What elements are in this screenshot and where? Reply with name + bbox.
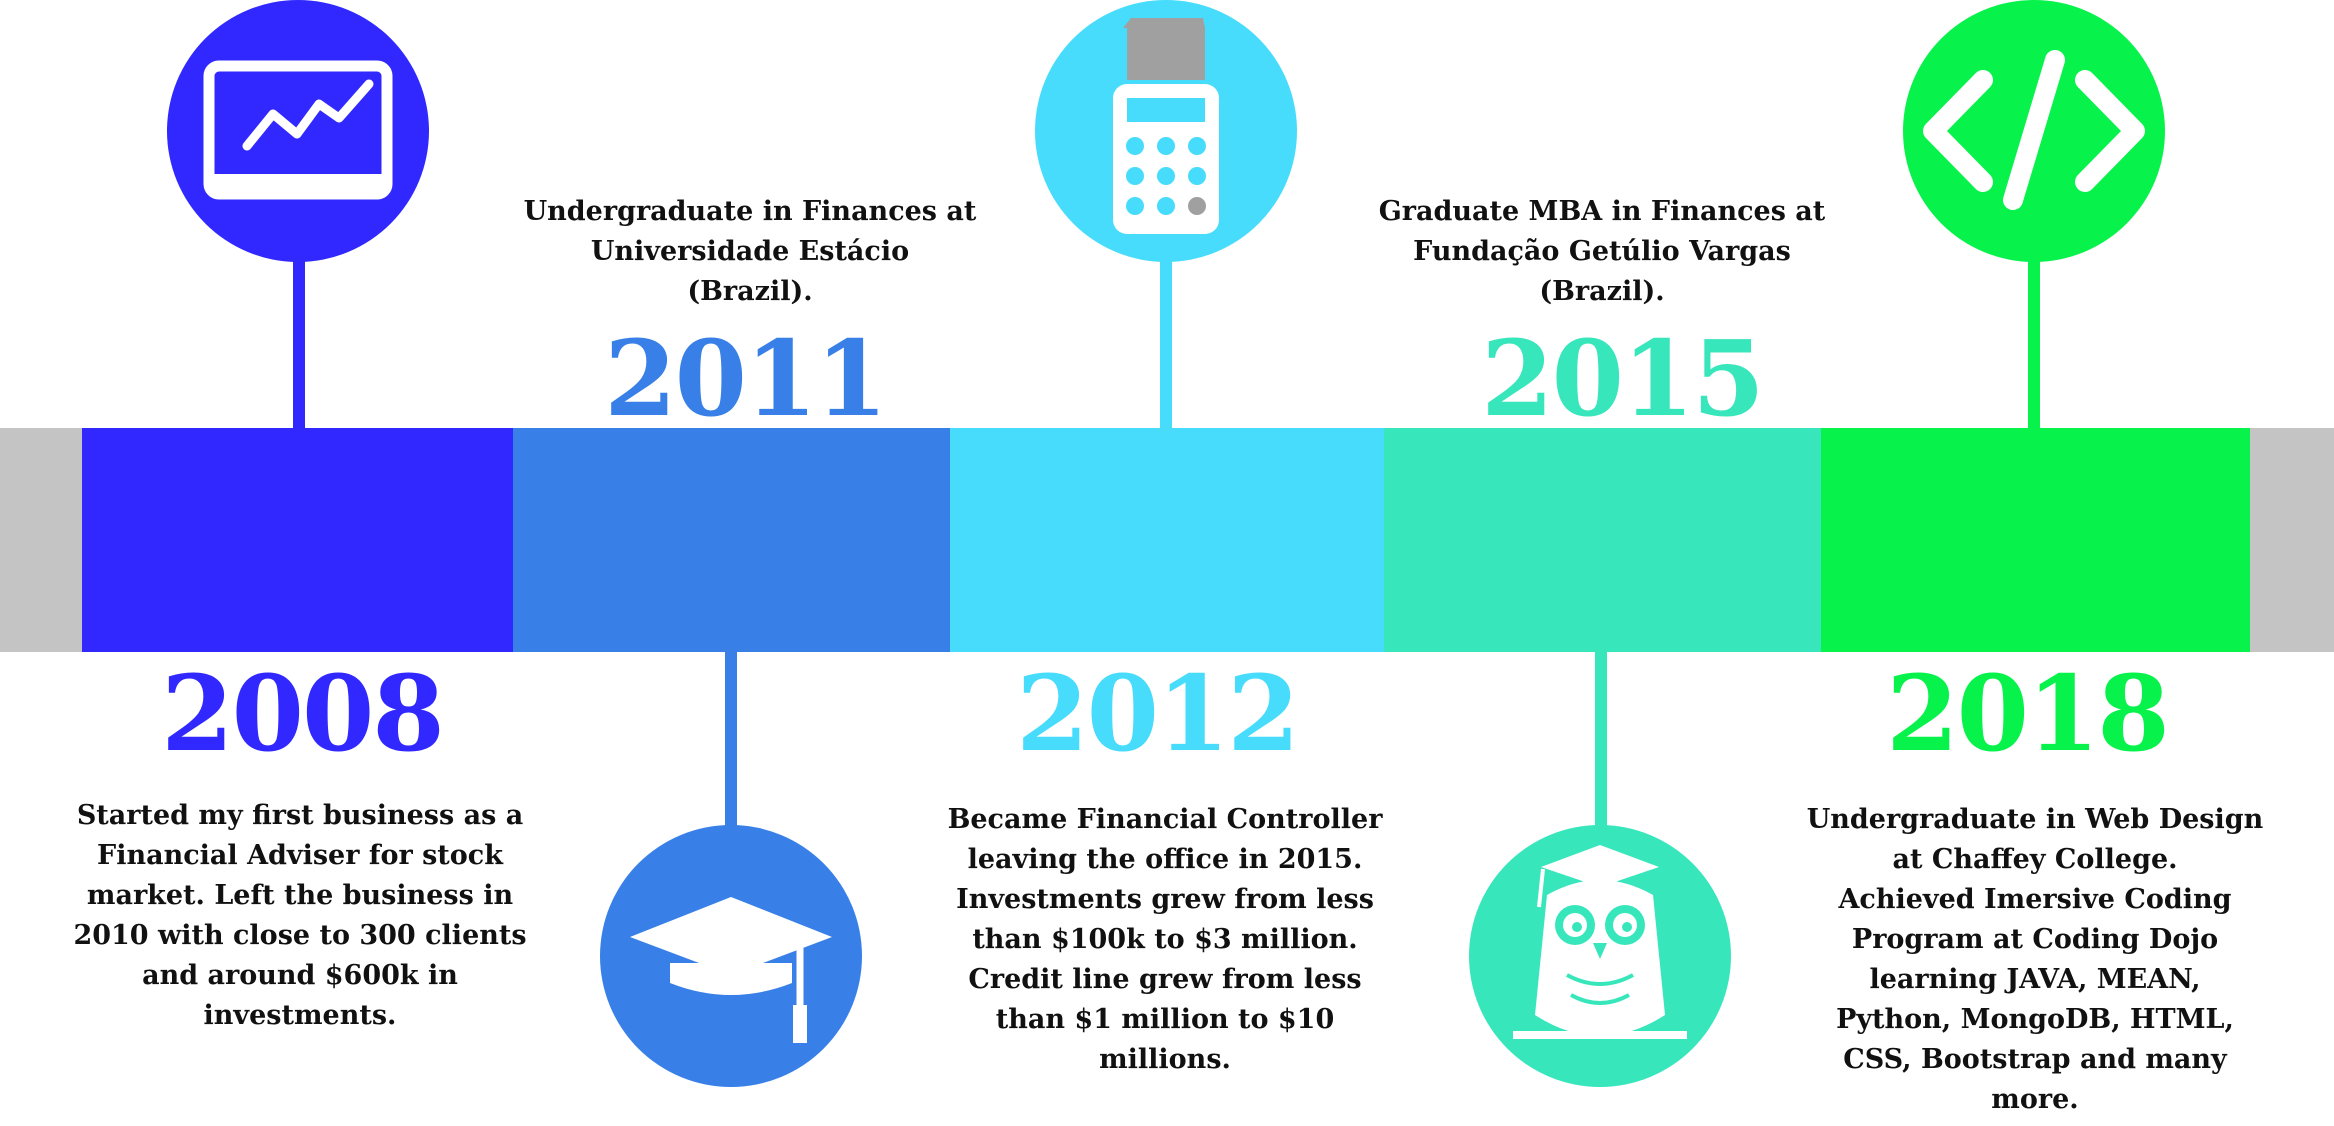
graduation-cap-icon bbox=[630, 897, 832, 1043]
pole-2018 bbox=[2028, 250, 2040, 430]
description-line: than $100k to $3 million. bbox=[972, 924, 1358, 955]
description-line: and around $600k in bbox=[142, 960, 458, 991]
track-right-end bbox=[2250, 428, 2334, 652]
pole-2015 bbox=[1595, 650, 1607, 830]
year-2012: 2012 bbox=[1016, 652, 1299, 775]
description-line: Credit line grew from less bbox=[968, 964, 1362, 995]
segment-2011 bbox=[513, 428, 950, 652]
segment-2018 bbox=[1821, 428, 2250, 652]
description-line: more. bbox=[1991, 1084, 2079, 1115]
description-line: leaving the office in 2015. bbox=[967, 844, 1363, 875]
segment-2008 bbox=[82, 428, 513, 652]
description-line: CSS, Bootstrap and many bbox=[1843, 1044, 2227, 1075]
description-line: 2010 with close to 300 clients bbox=[73, 920, 527, 951]
calculator-icon bbox=[1113, 18, 1219, 234]
circle-2018 bbox=[1903, 0, 2165, 262]
description-line: Program at Coding Dojo bbox=[1851, 924, 2219, 955]
description-line: Financial Adviser for stock bbox=[97, 840, 503, 871]
code-brackets-icon bbox=[1923, 50, 2145, 210]
description-line: Fundação Getúlio Vargas bbox=[1413, 236, 1791, 267]
segment-2015 bbox=[1384, 428, 1821, 652]
description-2012: Became Financial Controller leaving the … bbox=[920, 800, 1410, 1080]
year-2015: 2015 bbox=[1481, 317, 1764, 440]
description-line: investments. bbox=[203, 1000, 397, 1031]
description-line: (Brazil). bbox=[1539, 276, 1665, 307]
description-line: Undergraduate in Web Design bbox=[1806, 804, 2264, 835]
description-line: Graduate MBA in Finances at bbox=[1378, 196, 1826, 227]
pole-2011 bbox=[725, 650, 737, 830]
segment-2012 bbox=[950, 428, 1384, 652]
description-line: Undergraduate in Finances at bbox=[523, 196, 977, 227]
description-line: at Chaffey College. bbox=[1892, 844, 2178, 875]
pole-2008 bbox=[293, 250, 305, 430]
year-2011: 2011 bbox=[604, 317, 887, 440]
description-line: Python, MongoDB, HTML, bbox=[1836, 1004, 2234, 1035]
description-line: (Brazil). bbox=[687, 276, 813, 307]
circle-2012 bbox=[1035, 0, 1297, 262]
year-2008: 2008 bbox=[161, 652, 444, 775]
description-line: than $1 million to $10 bbox=[995, 1004, 1335, 1035]
circle-2015 bbox=[1469, 825, 1731, 1087]
description-2008: Started my first business as a Financial… bbox=[60, 796, 540, 1036]
description-line: Became Financial Controller bbox=[947, 804, 1383, 835]
circle-2008 bbox=[167, 0, 429, 262]
description-2015: Graduate MBA in Finances at Fundação Get… bbox=[1362, 192, 1842, 312]
description-line: learning JAVA, MEAN, bbox=[1869, 964, 2201, 995]
description-2018: Undergraduate in Web Design at Chaffey C… bbox=[1800, 800, 2270, 1120]
description-line: millions. bbox=[1099, 1044, 1231, 1075]
circle-2011 bbox=[600, 825, 862, 1087]
description-2011: Undergraduate in Finances at Universidad… bbox=[510, 192, 990, 312]
description-line: Investments grew from less bbox=[956, 884, 1374, 915]
year-2018: 2018 bbox=[1886, 652, 2169, 775]
track-left-end bbox=[0, 428, 82, 652]
monitor-chart-icon bbox=[203, 60, 393, 200]
description-line: Started my first business as a bbox=[76, 800, 524, 831]
description-line: market. Left the business in bbox=[86, 880, 514, 911]
pole-2012 bbox=[1160, 250, 1172, 430]
description-line: Universidade Estácio bbox=[590, 236, 910, 267]
description-line: Achieved Imersive Coding bbox=[1838, 884, 2232, 915]
graduate-owl-icon bbox=[1513, 845, 1687, 1039]
